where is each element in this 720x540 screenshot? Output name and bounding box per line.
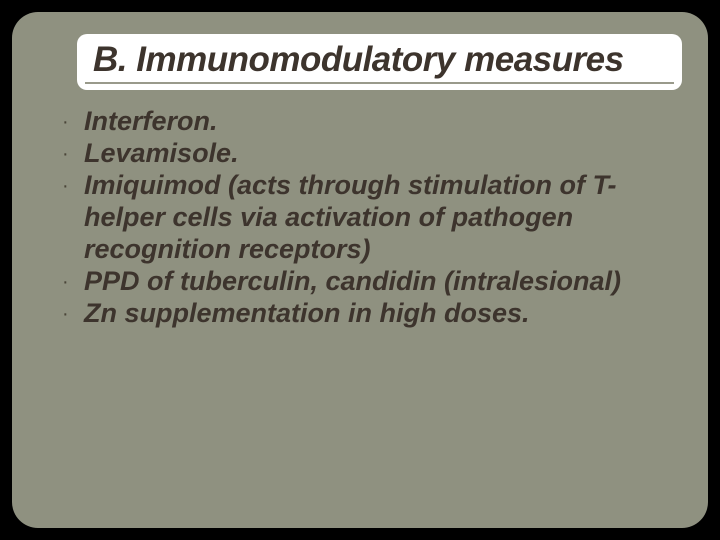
bullet-icon: ·: [62, 298, 84, 330]
slide: B. Immunomodulatory measures · Interfero…: [12, 12, 708, 528]
bullet-icon: ·: [62, 266, 84, 298]
list-item: · Interferon.: [62, 106, 662, 138]
bullet-text: Imiquimod (acts through stimulation of T…: [84, 170, 662, 266]
slide-body: · Interferon. · Levamisole. · Imiquimod …: [62, 106, 662, 330]
slide-title: B. Immunomodulatory measures: [93, 40, 670, 80]
bullet-text: Interferon.: [84, 106, 662, 138]
list-item: · PPD of tuberculin, candidin (intralesi…: [62, 266, 662, 298]
list-item: · Imiquimod (acts through stimulation of…: [62, 170, 662, 266]
bullet-icon: ·: [62, 170, 84, 202]
title-box: B. Immunomodulatory measures: [77, 34, 682, 90]
bullet-text: Zn supplementation in high doses.: [84, 298, 662, 330]
title-underline: [85, 82, 674, 84]
list-item: · Levamisole.: [62, 138, 662, 170]
bullet-icon: ·: [62, 106, 84, 138]
bullet-icon: ·: [62, 138, 84, 170]
bullet-text: PPD of tuberculin, candidin (intralesion…: [84, 266, 662, 298]
list-item: · Zn supplementation in high doses.: [62, 298, 662, 330]
bullet-text: Levamisole.: [84, 138, 662, 170]
